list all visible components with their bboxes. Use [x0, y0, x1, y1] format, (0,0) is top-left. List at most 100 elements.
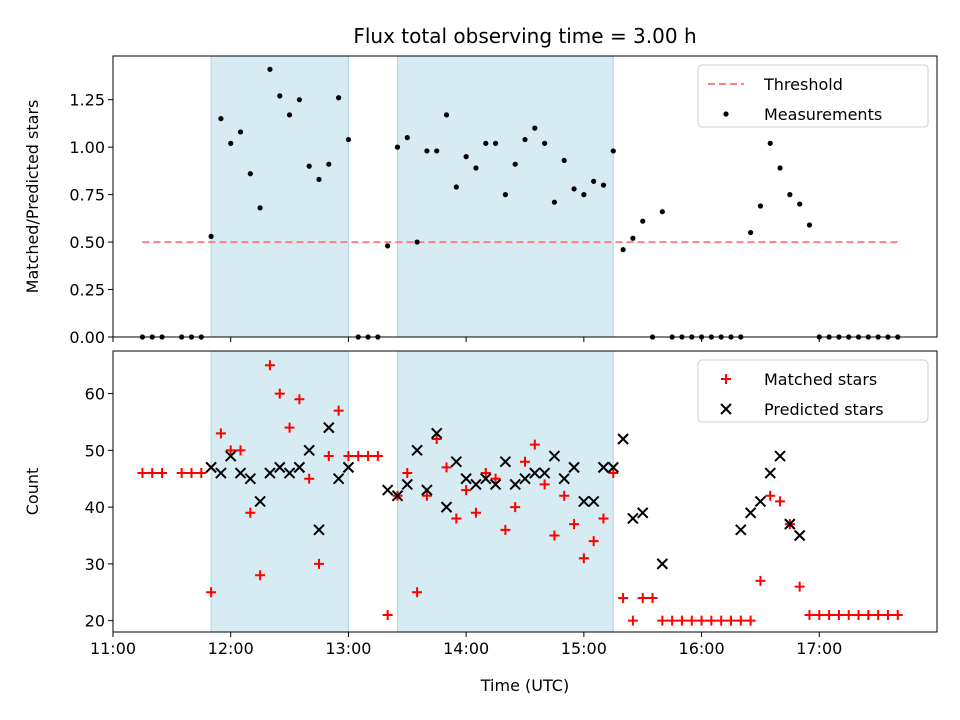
y-tick-label-bottom-4: 60 [85, 385, 105, 404]
predicted-stars-point [754, 495, 767, 508]
matched-stars-point [470, 507, 481, 518]
measurement-point [532, 125, 538, 131]
measurement-point [336, 95, 342, 101]
predicted-stars-point [538, 467, 551, 479]
predicted-stars-point [764, 467, 776, 479]
x-tick-label-5: 16:00 [679, 639, 725, 658]
predicted-stars-point [627, 512, 639, 525]
predicted-stars-point [244, 473, 257, 485]
matched-stars-point [618, 592, 629, 603]
measurement-point [492, 140, 499, 146]
predicted-stars-point [489, 478, 502, 491]
matched-stars-point [225, 445, 236, 456]
legend-top: Threshold Measurements [697, 64, 929, 128]
matched-stars-point [745, 615, 756, 626]
legend-bottom: Matched stars Predicted stars [697, 359, 929, 423]
matched-stars-point [480, 468, 491, 479]
measurement-point [257, 205, 263, 211]
matched-stars-point [892, 609, 903, 620]
measurement-point [502, 192, 508, 198]
measurement-point [306, 163, 312, 169]
x-tick-label-3: 14:00 [443, 639, 489, 658]
matched-stars-point [706, 615, 717, 626]
predicted-stars-point [774, 450, 786, 462]
measurement-point [640, 218, 646, 224]
predicted-stars-point [254, 495, 266, 508]
measurement-point [620, 247, 626, 253]
matched-stars-point [363, 451, 374, 462]
top-panel: 0.00 0.25 0.50 0.75 1.00 1.25 Flux total obser… [23, 24, 938, 347]
predicted-stars-point [793, 529, 806, 542]
matched-stars-point [147, 468, 158, 479]
matched-stars-point [726, 615, 736, 626]
matched-stars-point [676, 615, 687, 626]
measurement-point [483, 140, 489, 146]
measurement-point [463, 154, 469, 160]
measurement-point [247, 171, 253, 177]
matched-stars-point [510, 502, 521, 513]
matched-stars-point [206, 587, 217, 598]
matched-stars-point [696, 615, 707, 626]
matched-stars-point [735, 615, 746, 626]
measurement-point [237, 129, 244, 135]
matched-stars-point [520, 456, 530, 467]
predicted-stars-point [264, 467, 276, 479]
predicted-stars-point [607, 461, 619, 474]
matched-stars-point [137, 468, 148, 479]
predicted-stars-point [587, 495, 600, 508]
matched-stars-point [353, 451, 364, 462]
y-tick-label-top-3: 0.75 [69, 186, 105, 205]
matched-stars-point [343, 451, 354, 462]
predicted-stars-point [499, 455, 512, 468]
matched-stars-point [490, 473, 501, 484]
shaded-interval-top-0 [210, 55, 349, 338]
matched-stars-point [264, 360, 275, 371]
matched-stars-point [451, 513, 462, 524]
predicted-stars-point [568, 461, 580, 474]
bottom-panel: 20 30 40 50 60 11:00 12:00 13:00 14:00 15:00 16:00… [23, 350, 938, 695]
matched-stars-point [559, 490, 570, 501]
predicted-stars-point [617, 433, 629, 445]
legend-measurements-swatch [723, 111, 729, 117]
measurement-point [296, 97, 302, 103]
y-tick-label-top-1: 0.25 [69, 281, 105, 300]
matched-stars-point [569, 519, 580, 530]
measurement-point [551, 199, 558, 205]
predicted-stars-point [234, 467, 247, 479]
matched-stars-point [255, 570, 266, 581]
predicted-stars-point [401, 478, 413, 491]
predicted-stars-point [548, 450, 561, 462]
predicted-stars-point [205, 461, 217, 474]
matched-stars-point [186, 468, 197, 479]
predicted-stars-point [303, 444, 315, 457]
matched-stars-point [608, 468, 619, 479]
matched-stars-point [441, 462, 452, 473]
predicted-stars-point [460, 473, 472, 485]
predicted-stars-point [597, 461, 610, 474]
predicted-stars-point [313, 524, 325, 536]
x-tick-label-1: 12:00 [208, 639, 254, 658]
measurement-point [512, 161, 518, 167]
axes-frame-bottom [112, 350, 938, 633]
matched-stars-point [402, 468, 413, 479]
matched-stars-point [804, 609, 815, 620]
measurement-point [267, 66, 273, 72]
matched-stars-point [598, 513, 609, 524]
legend-matched-swatch [721, 374, 731, 384]
x-tick-label-6: 17:00 [796, 639, 842, 658]
legend-predicted-swatch [720, 403, 732, 415]
matched-stars-point [245, 507, 256, 518]
matched-stars-point [657, 615, 668, 626]
predicted-stars-point [391, 490, 404, 502]
matched-stars-point [294, 394, 305, 405]
legend-label-top-1: Measurements [764, 105, 882, 124]
matched-stars-point [274, 388, 285, 399]
matched-stars-point [882, 609, 893, 620]
measurement-point [208, 233, 214, 239]
predicted-stars-point [480, 473, 492, 485]
matched-stars-point [637, 592, 648, 603]
matched-stars-point [578, 553, 589, 564]
measurement-point [326, 161, 332, 167]
matched-stars-point [157, 468, 168, 479]
measurement-point [434, 148, 440, 154]
